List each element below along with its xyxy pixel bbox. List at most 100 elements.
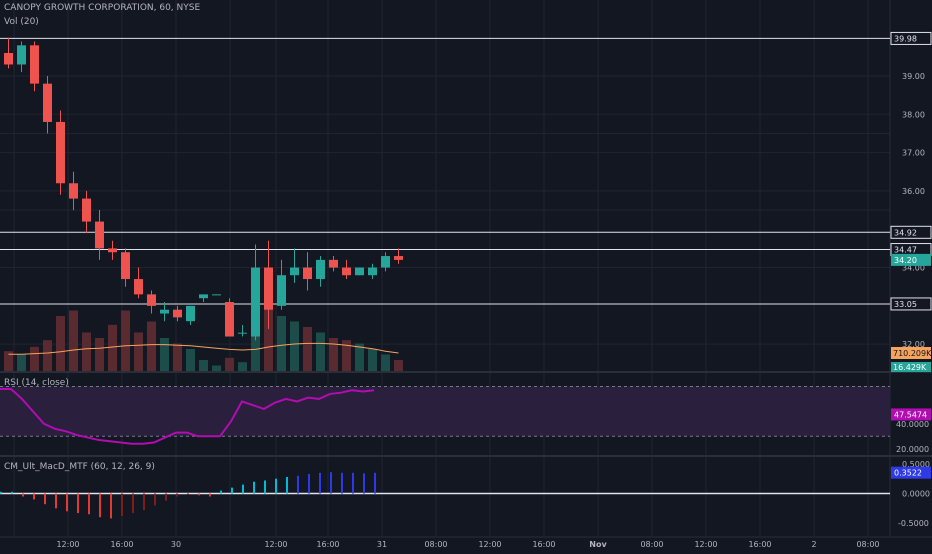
volume-bar <box>4 351 13 371</box>
macd-hist-bar <box>33 493 35 500</box>
macd-hist-bar <box>374 472 376 494</box>
candle-body <box>95 221 104 249</box>
volume-bar <box>30 346 39 371</box>
time-tick-label: 31 <box>377 540 387 549</box>
macd-hist-bar <box>143 493 145 511</box>
time-tick-label: 16:00 <box>110 540 133 549</box>
price-tick-label: 37.00 <box>902 149 925 158</box>
volume-bar <box>160 338 169 371</box>
macd-hist-bar <box>198 493 200 496</box>
price-level-label: 33.05 <box>894 300 917 309</box>
macd-hist-bar <box>297 475 299 494</box>
macd-hist-bar <box>99 493 101 518</box>
volume-bar <box>329 338 338 371</box>
candle-body <box>381 256 390 268</box>
candle-body <box>4 52 13 65</box>
macd-hist-bar <box>363 473 365 494</box>
rsi-legend[interactable]: RSI (14, close) <box>4 378 69 388</box>
volume-ma-line <box>8 342 399 355</box>
symbol-legend[interactable]: CANOPY GROWTH CORPORATION, 60, NYSE <box>4 3 201 13</box>
volume-bar <box>303 327 312 371</box>
volume-bar <box>82 332 91 371</box>
time-tick-label: 08:00 <box>424 540 447 549</box>
candle-body <box>212 294 221 296</box>
candle-body <box>238 332 247 334</box>
volume-bar <box>134 332 143 371</box>
macd-hist-bar <box>253 481 255 494</box>
volume-bar <box>251 321 260 371</box>
candle-body <box>394 256 403 260</box>
candle-body <box>186 305 195 322</box>
macd-hist-bar <box>264 480 266 494</box>
candle-body <box>277 275 286 306</box>
last-price-label: 34.20 <box>894 256 917 265</box>
grid-layer <box>0 0 932 536</box>
volume-bars <box>4 288 403 371</box>
candle-body <box>160 309 169 314</box>
macd-hist-bar <box>154 493 156 506</box>
volume-ma-label: 710.209K <box>893 349 932 358</box>
volume-bar <box>186 349 195 371</box>
last-price-box <box>891 253 931 266</box>
macd-value-label: 0.3522 <box>894 469 922 478</box>
macd-hist-bar <box>66 493 68 512</box>
candle-body <box>134 279 143 295</box>
macd-hist-bar <box>319 472 321 494</box>
macd-value-box <box>891 466 931 479</box>
candle-body <box>69 183 78 199</box>
candles[interactable] <box>4 37 403 341</box>
candle-body <box>173 309 182 318</box>
volume-ma-box <box>891 347 931 359</box>
candle-body <box>121 252 130 280</box>
time-tick-label: 08:00 <box>856 540 879 549</box>
macd-hist-bar <box>176 493 178 497</box>
macd-hist-bar <box>286 476 288 494</box>
macd-hist-bar <box>77 493 79 514</box>
macd-pane[interactable]: 0.5000 0.0000 -0.5000 0.3522 <box>0 460 931 528</box>
volume-legend[interactable]: Vol (20) <box>4 17 39 27</box>
rsi-pane[interactable]: 40.0000 20.0000 47.5474 <box>0 385 931 454</box>
candle-body <box>56 121 65 184</box>
macd-hist-bar <box>275 478 277 494</box>
candle-body <box>199 294 208 299</box>
volume-bar <box>69 310 78 371</box>
candle-body <box>17 45 26 65</box>
rsi-value-label: 47.5474 <box>894 410 927 419</box>
price-tick-label: 38.00 <box>902 110 925 119</box>
volume-bar <box>381 354 390 371</box>
horizontal-levels[interactable]: 39.98 34.92 34.47 33.05 <box>0 31 932 311</box>
volume-bar <box>56 316 65 371</box>
price-axis[interactable]: 39.00 38.00 37.00 36.00 34.00 32.00 34.20 710.2… <box>891 72 932 372</box>
time-tick-label: 12:00 <box>694 540 717 549</box>
volume-bar <box>290 321 299 371</box>
price-tick-label: 34.00 <box>902 264 925 273</box>
candle-body <box>147 294 156 306</box>
volume-bar <box>368 349 377 371</box>
macd-hist-bar <box>330 472 332 494</box>
candle-body <box>108 248 117 253</box>
volume-bar <box>199 360 208 371</box>
volume-bar <box>43 340 52 371</box>
price-level-label-box <box>890 225 932 239</box>
macd-legend[interactable]: CM_Ult_MacD_MTF (60, 12, 26, 9) <box>4 462 155 472</box>
candle-body <box>355 267 364 276</box>
volume-bar <box>264 288 273 371</box>
candle-body <box>251 267 260 337</box>
macd-hist-bar <box>242 484 244 494</box>
macd-hist-bar <box>209 493 211 497</box>
macd-tick-label: -0.5000 <box>898 519 929 528</box>
candle-body <box>82 198 91 222</box>
time-axis[interactable]: 12:00 16:00 30 12:00 16:00 31 08:00 12:00 16:00 N… <box>0 536 932 549</box>
volume-bar <box>355 343 364 371</box>
volume-bar <box>108 324 117 371</box>
macd-hist-bar <box>22 493 24 497</box>
candle-body <box>342 267 351 276</box>
candle-body <box>264 267 273 310</box>
macd-hist-bar <box>0 491 2 494</box>
volume-bar <box>394 360 403 371</box>
macd-hist-bar <box>352 472 354 494</box>
candle-body <box>30 45 39 84</box>
volume-bar <box>225 357 234 371</box>
